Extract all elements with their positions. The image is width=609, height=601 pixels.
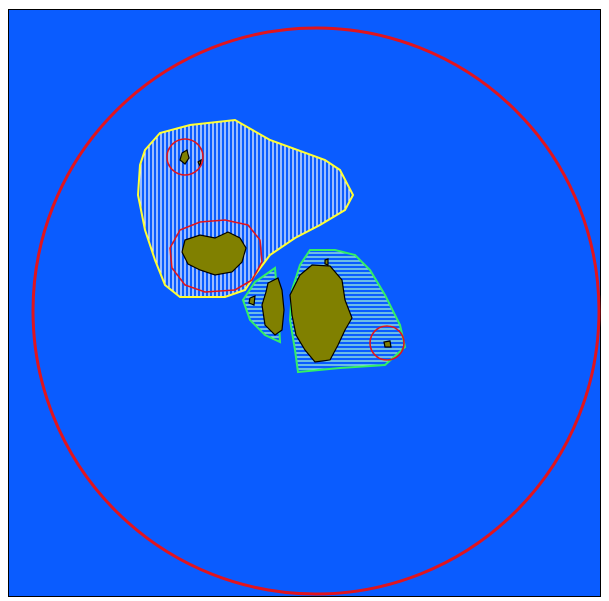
islands [179, 149, 392, 363]
island [324, 258, 329, 266]
buffer [169, 219, 263, 293]
island [248, 295, 256, 306]
island [197, 158, 202, 168]
outer-boundary [31, 26, 601, 596]
buffer [369, 325, 405, 361]
buffer [166, 138, 204, 176]
island [181, 231, 247, 276]
island [179, 149, 190, 165]
buffers [166, 138, 405, 361]
island [383, 340, 392, 348]
island [261, 277, 285, 336]
island [289, 264, 353, 363]
